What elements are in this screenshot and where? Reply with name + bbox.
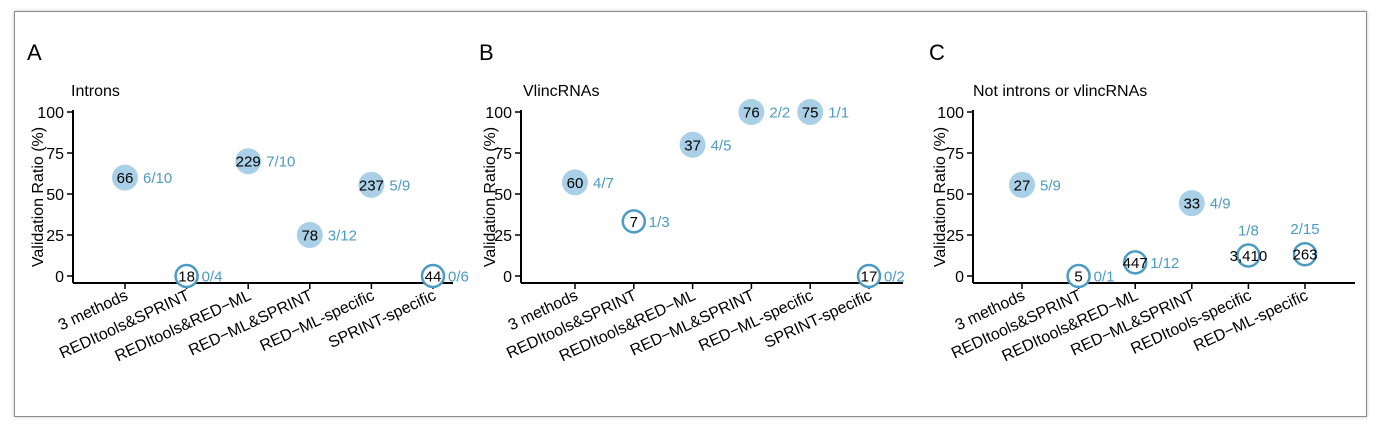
- panel-subtitle: VlincRNAs: [523, 83, 599, 100]
- data-point: [1292, 241, 1318, 267]
- panel-c: C Not introns or vlincRNAs Validation Rati…: [929, 40, 1355, 365]
- point-fraction-label: 1/12: [1150, 255, 1179, 272]
- y-tick-label: 25: [46, 228, 64, 245]
- point-fraction-label: 2/2: [769, 105, 790, 122]
- y-tick-label: 50: [494, 187, 512, 204]
- y-tick-label: 75: [946, 146, 964, 163]
- y-axis-label: Validation Ratio (%): [482, 127, 499, 267]
- y-tick-label: 100: [937, 105, 964, 122]
- point-count-label: 33: [1183, 196, 1200, 213]
- data-point: [1178, 190, 1205, 217]
- panel-letter: C: [929, 40, 945, 65]
- figure-frame: A Introns Validation Ratio (%) 0 25 50 75 100 3 …: [14, 11, 1367, 417]
- data-point: [1122, 250, 1148, 275]
- point-fraction-label: 0/4: [202, 269, 223, 286]
- y-tick-label: 100: [485, 105, 512, 122]
- data-point: [296, 222, 323, 248]
- y-axis-label: Validation Ratio (%): [30, 127, 47, 267]
- data-point: [797, 99, 824, 125]
- point-count-label: 7: [630, 214, 638, 231]
- panel-letter: B: [479, 40, 494, 65]
- point-fraction-label: 0/1: [1094, 269, 1115, 286]
- data-point: [235, 148, 262, 175]
- panel-letter: A: [27, 40, 42, 65]
- point-count-label: 76: [743, 105, 760, 122]
- y-tick-label: 50: [46, 187, 64, 204]
- data-point: [1236, 243, 1261, 268]
- point-count-label: 27: [1014, 177, 1031, 194]
- point-count-label: 237: [359, 177, 384, 194]
- point-count-label: 66: [117, 170, 134, 187]
- data-point: [856, 263, 882, 289]
- point-fraction-label: 0/6: [448, 269, 469, 286]
- data-point: [562, 169, 588, 196]
- data-point: [738, 99, 765, 125]
- point-count-label: 229: [236, 154, 261, 171]
- y-tick-label: 75: [46, 146, 64, 163]
- point-fraction-label: 7/10: [266, 154, 295, 171]
- data-point: [1009, 171, 1035, 198]
- data-point: [621, 209, 647, 234]
- y-tick-label: 100: [37, 105, 64, 122]
- x-tick-label: SPRINT-specific: [326, 287, 439, 352]
- y-tick-label: 50: [946, 187, 964, 204]
- point-fraction-label: 0/2: [884, 269, 905, 286]
- point-count-label: 263: [1292, 247, 1317, 264]
- point-count-label: 17: [861, 269, 878, 286]
- y-tick-label: 0: [503, 269, 512, 286]
- point-fraction-label: 4/7: [593, 175, 614, 192]
- point-fraction-label: 1/1: [828, 105, 849, 122]
- data-point: [679, 131, 706, 158]
- y-tick-label: 25: [946, 228, 964, 245]
- y-tick-label: 25: [494, 228, 512, 245]
- y-tick-label: 75: [494, 146, 512, 163]
- point-count-label: 44: [425, 269, 442, 286]
- point-fraction-label: 5/9: [1040, 177, 1061, 194]
- point-fraction-label: 1/3: [649, 214, 670, 231]
- point-count-label: 37: [684, 137, 701, 154]
- point-count-label: 18: [178, 269, 195, 286]
- point-count-label: 5: [1074, 269, 1082, 286]
- y-axis-label: Validation Ratio (%): [932, 127, 949, 267]
- point-fraction-label: 3/12: [328, 228, 357, 245]
- point-fraction-label: 1/8: [1238, 223, 1259, 240]
- point-fraction-label: 2/15: [1290, 221, 1319, 238]
- point-fraction-label: 6/10: [143, 170, 172, 187]
- point-count-label: 60: [567, 175, 584, 192]
- data-point: [174, 263, 199, 289]
- point-count-label: 75: [802, 105, 819, 122]
- point-fraction-label: 4/5: [711, 137, 732, 154]
- point-count-label: 78: [301, 228, 318, 245]
- data-point: [1066, 263, 1091, 289]
- point-fraction-label: 4/9: [1210, 196, 1231, 213]
- y-tick-label: 0: [55, 269, 64, 286]
- point-fraction-label: 5/9: [389, 177, 410, 194]
- point-count-label: 447: [1123, 255, 1148, 272]
- data-point: [112, 164, 138, 191]
- y-tick-label: 0: [955, 269, 964, 286]
- panel-b: B VlincRNAs Validation Ratio (%)0 25 50 75 100…: [479, 40, 905, 365]
- data-point: [358, 171, 385, 198]
- data-point: [420, 263, 446, 289]
- panel-subtitle: Introns: [71, 83, 120, 100]
- panel-subtitle: Not introns or vlincRNAs: [973, 83, 1147, 100]
- point-count-label: 3,410: [1230, 248, 1268, 265]
